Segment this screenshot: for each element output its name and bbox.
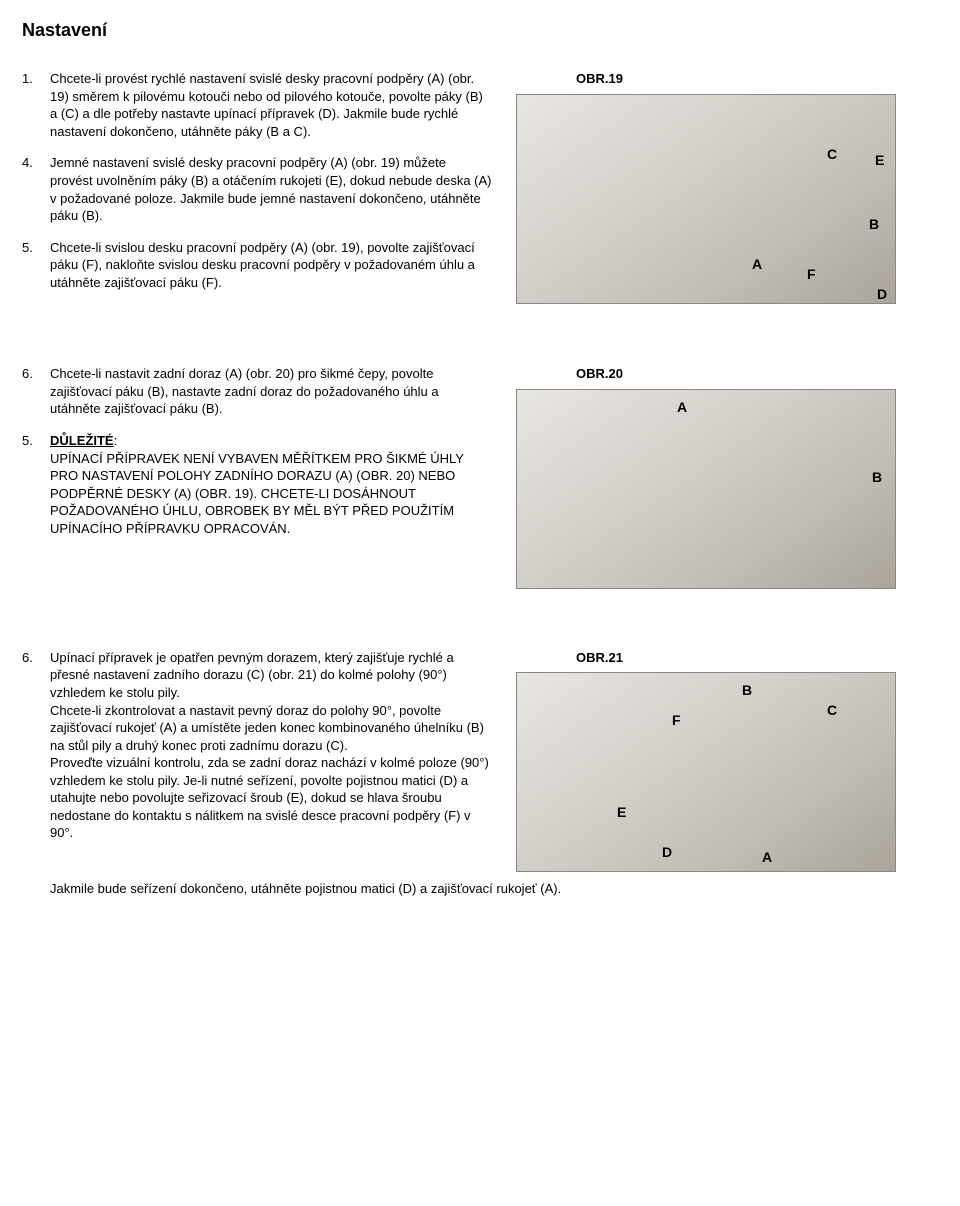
callout: D (877, 285, 887, 304)
list-item: 6. Chcete-li nastavit zadní doraz (A) (o… (22, 365, 492, 418)
item-text: Jemné nastavení svislé desky pracovní po… (50, 154, 492, 224)
section-1-text: 1. Chcete-li provést rychlé nastavení sv… (22, 70, 492, 305)
section-2-figure: OBR.20 A B (516, 365, 938, 589)
final-line: Jakmile bude seřízení dokončeno, utáhnět… (50, 880, 938, 898)
section-3-figure: OBR.21 B C F E D A (516, 649, 938, 873)
item-number: 4. (22, 154, 50, 224)
callout: A (677, 398, 687, 417)
item-number: 6. (22, 365, 50, 418)
callout: B (869, 215, 879, 234)
section-2: 6. Chcete-li nastavit zadní doraz (A) (o… (22, 365, 938, 589)
list-item: 4. Jemné nastavení svislé desky pracovní… (22, 154, 492, 224)
figure-image-placeholder: A B (516, 389, 896, 589)
callout: F (672, 711, 681, 730)
callout: F (807, 265, 816, 284)
page-title: Nastavení (22, 18, 938, 42)
callout: C (827, 145, 837, 164)
item-number: 5. (22, 432, 50, 537)
list-item: 6. Upínací přípravek je opatřen pevným d… (22, 649, 492, 842)
figure-label: OBR.20 (576, 365, 938, 383)
callout: C (827, 701, 837, 720)
item-number: 1. (22, 70, 50, 140)
list-item: 5. Chcete-li svislou desku pracovní podp… (22, 239, 492, 292)
section-3-text: 6. Upínací přípravek je opatřen pevným d… (22, 649, 492, 856)
item-text: Chcete-li provést rychlé nastavení svisl… (50, 70, 492, 140)
figure-label: OBR.19 (576, 70, 938, 88)
callout: E (875, 151, 884, 170)
item-number: 6. (22, 649, 50, 842)
item-number: 5. (22, 239, 50, 292)
figure-label: OBR.21 (576, 649, 938, 667)
callout: D (662, 843, 672, 862)
callout: A (762, 848, 772, 867)
figure-image-placeholder: C E B A F D (516, 94, 896, 304)
callout: A (752, 255, 762, 274)
section-3: 6. Upínací přípravek je opatřen pevným d… (22, 649, 938, 873)
callout: E (617, 803, 626, 822)
item-text: Upínací přípravek je opatřen pevným dora… (50, 649, 492, 842)
important-label: DŮLEŽITÉ (50, 433, 114, 448)
item-text: UPÍNACÍ PŘÍPRAVEK NENÍ VYBAVEN MĚŘÍTKEM … (50, 451, 464, 536)
item-body: DŮLEŽITÉ: UPÍNACÍ PŘÍPRAVEK NENÍ VYBAVEN… (50, 432, 492, 537)
list-item: 5. DŮLEŽITÉ: UPÍNACÍ PŘÍPRAVEK NENÍ VYBA… (22, 432, 492, 537)
callout: B (742, 681, 752, 700)
section-1: 1. Chcete-li provést rychlé nastavení sv… (22, 70, 938, 305)
section-2-text: 6. Chcete-li nastavit zadní doraz (A) (o… (22, 365, 492, 551)
section-1-figure: OBR.19 C E B A F D (516, 70, 938, 304)
callout: B (872, 468, 882, 487)
item-text: Chcete-li svislou desku pracovní podpěry… (50, 239, 492, 292)
figure-image-placeholder: B C F E D A (516, 672, 896, 872)
item-text: Chcete-li nastavit zadní doraz (A) (obr.… (50, 365, 492, 418)
list-item: 1. Chcete-li provést rychlé nastavení sv… (22, 70, 492, 140)
